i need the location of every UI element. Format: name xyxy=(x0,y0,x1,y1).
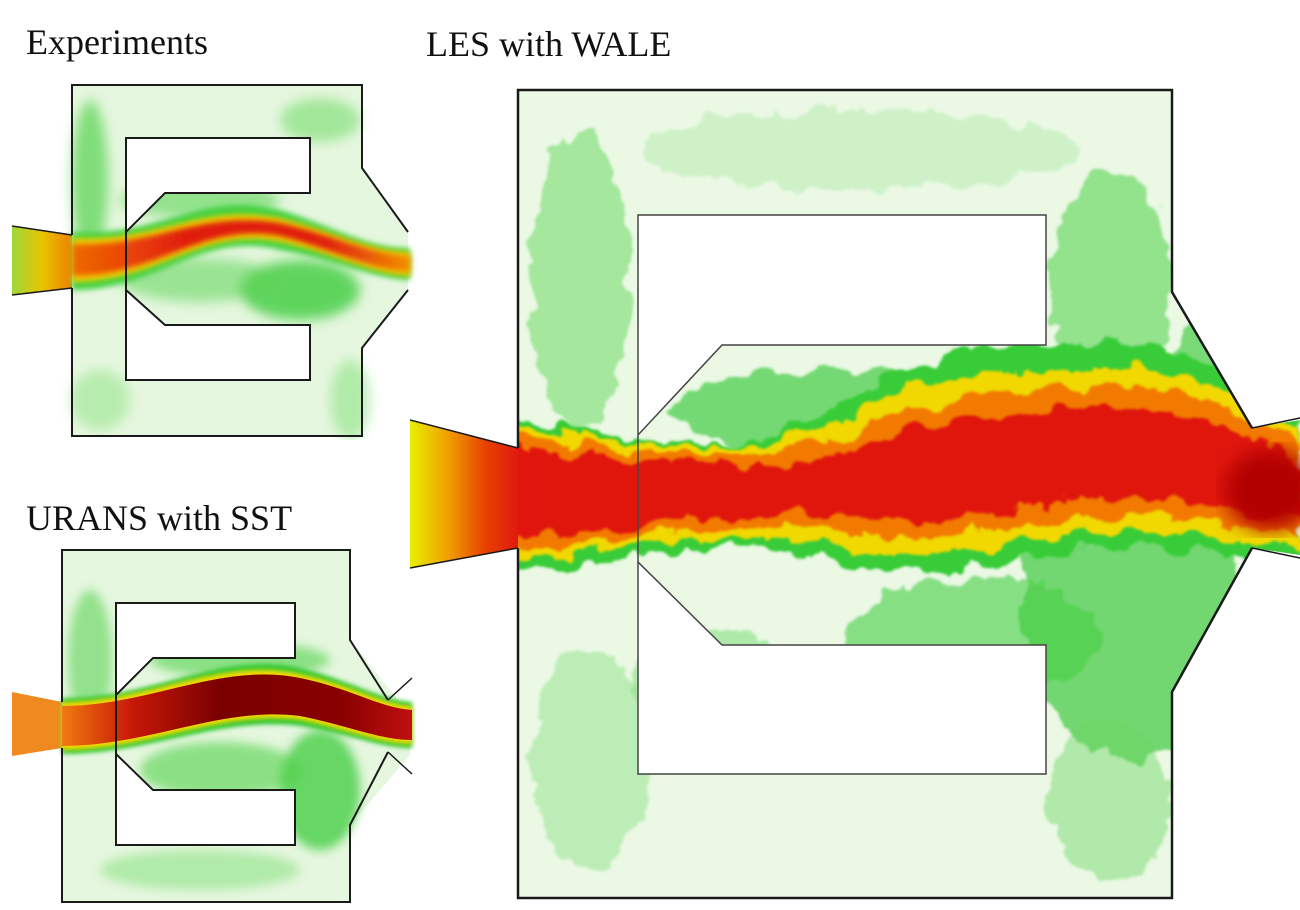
experiments-panel xyxy=(11,84,410,440)
urans-inner-block[interactable] xyxy=(115,602,296,846)
exp-inner-block[interactable] xyxy=(125,137,311,381)
les-outlet-core xyxy=(1225,450,1300,530)
urans-outer-wall xyxy=(61,549,389,702)
les-panel xyxy=(410,88,1300,900)
les-outlet-wall-bottom xyxy=(1251,547,1300,559)
les-label: LES with WALE xyxy=(426,24,672,64)
exp-inlet-wall-bottom xyxy=(11,287,73,296)
urans-inlet-nozzle xyxy=(12,692,62,756)
urans-panel xyxy=(12,549,413,903)
les-outer-wall-lower xyxy=(516,547,1254,900)
urans-label: URANS with SST xyxy=(26,498,293,538)
exp-inlet-wall-top xyxy=(11,225,73,236)
les-inlet-wall-bottom xyxy=(410,547,519,569)
les-inner-block[interactable] xyxy=(637,214,1047,775)
exp-inlet-nozzle xyxy=(12,226,72,295)
urans-jet xyxy=(62,664,412,754)
urans-outer-wall-lower xyxy=(61,748,389,903)
exp-outer-wall-lower xyxy=(71,288,409,437)
exp-jet xyxy=(72,205,410,290)
les-outer-wall xyxy=(516,88,1254,448)
exp-outer-wall xyxy=(71,84,409,235)
les-jet-red-core xyxy=(410,409,1300,546)
les-outlet-wall-top xyxy=(1251,417,1300,429)
les-inlet-wall-top xyxy=(410,419,519,449)
les-inlet-nozzle xyxy=(410,420,518,568)
urans-outlet-wall-bottom xyxy=(387,751,413,775)
les-flow-field xyxy=(410,90,1300,898)
experiments-label: Experiments xyxy=(26,22,208,62)
urans-outlet-wall-top xyxy=(387,677,413,701)
